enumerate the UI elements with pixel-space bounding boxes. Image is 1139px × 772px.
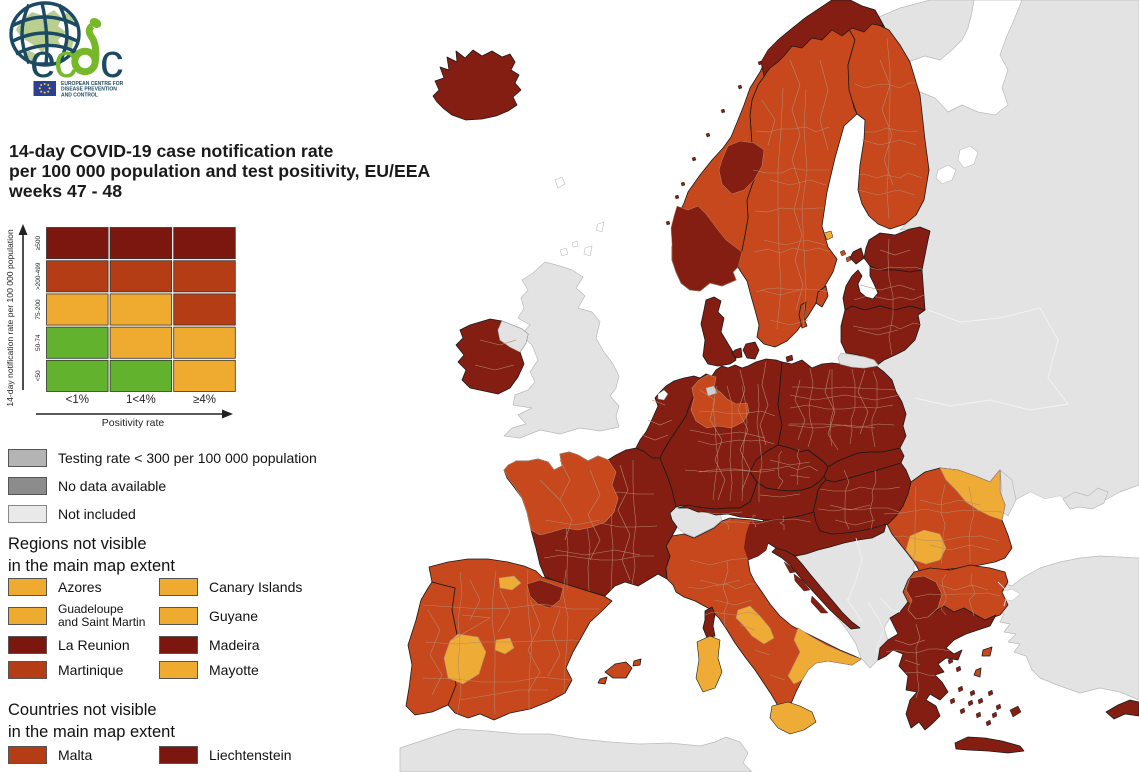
svg-text:DISEASE PREVENTION: DISEASE PREVENTION <box>61 87 117 93</box>
svg-text:c: c <box>54 34 78 87</box>
svg-text:<1%: <1% <box>66 394 89 406</box>
svg-text:e: e <box>30 34 56 87</box>
svg-text:≥4%: ≥4% <box>193 394 216 406</box>
svg-text:75-200: 75-200 <box>35 299 42 320</box>
svg-text:>200-499: >200-499 <box>35 262 42 290</box>
svg-text:50-74: 50-74 <box>35 334 42 351</box>
svg-text:<50: <50 <box>35 370 42 381</box>
svg-text:≥500: ≥500 <box>35 236 42 251</box>
svg-text:Positivity rate: Positivity rate <box>102 417 165 429</box>
svg-text:14-day notification rate per 1: 14-day notification rate per 100 000 pop… <box>5 229 15 406</box>
svg-text:1<4%: 1<4% <box>126 394 156 406</box>
svg-text:EUROPEAN CENTRE FOR: EUROPEAN CENTRE FOR <box>61 81 124 87</box>
svg-text:c: c <box>100 34 124 87</box>
svg-text:AND CONTROL: AND CONTROL <box>61 92 98 98</box>
